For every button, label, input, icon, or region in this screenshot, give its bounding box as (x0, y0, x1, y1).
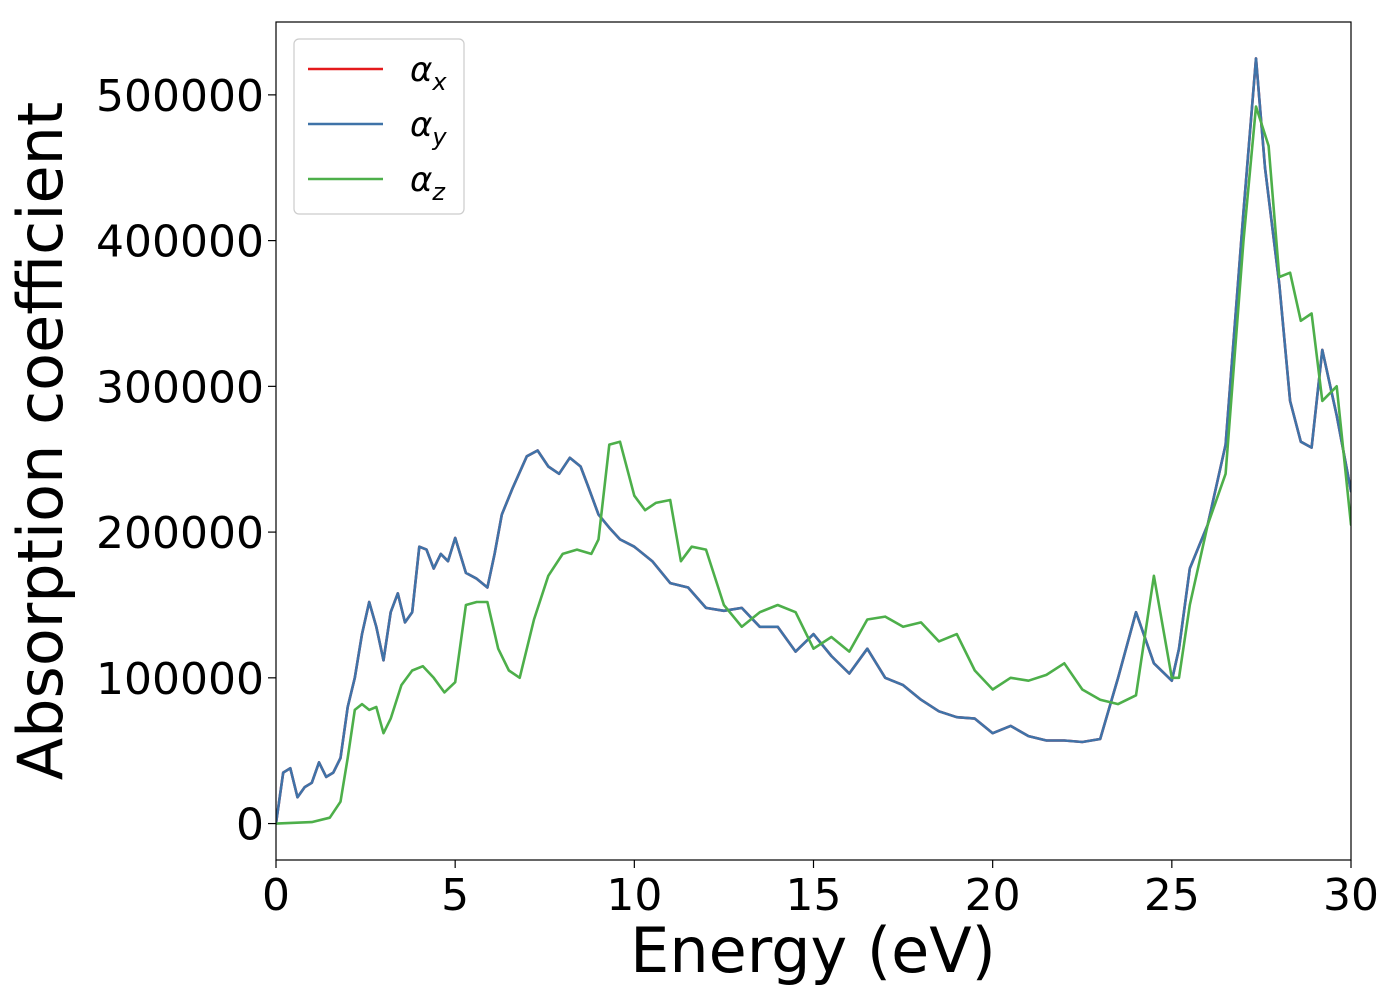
x-tick-label: 25 (1144, 870, 1200, 921)
legend-subscript: x (431, 68, 447, 96)
legend-symbol: α (410, 50, 432, 90)
x-axis-label: Energy (eV) (630, 914, 996, 987)
x-tick-label: 30 (1323, 870, 1379, 921)
legend-subscript: y (431, 123, 447, 151)
legend-label-z: αz (410, 160, 446, 206)
series-layer (276, 57, 1351, 825)
x-tick-label: 20 (965, 870, 1021, 921)
x-axis-ticks: 0 5 10 15 20 25 30 (262, 860, 1379, 921)
x-tick-label: 15 (786, 870, 842, 921)
legend-subscript: z (431, 178, 446, 206)
y-axis-label: Absorption coefficient (4, 102, 77, 781)
legend-label-x: αx (410, 50, 447, 96)
series-line-z (276, 105, 1351, 825)
y-tick-label: 300000 (96, 362, 264, 413)
legend-box (293, 38, 465, 215)
y-tick-label: 500000 (96, 71, 264, 122)
legend-symbol: α (410, 105, 432, 145)
x-tick-label: 5 (441, 870, 469, 921)
y-axis-ticks: 0 100000 200000 300000 400000 500000 (96, 71, 276, 851)
legend-label-y: αy (410, 105, 447, 151)
y-tick-label: 400000 (96, 217, 264, 268)
y-tick-label: 0 (236, 800, 264, 851)
legend-symbol: α (410, 160, 432, 200)
series-line-y (276, 57, 1351, 825)
x-tick-label: 10 (606, 870, 662, 921)
y-tick-label: 200000 (96, 508, 264, 559)
y-tick-label: 100000 (96, 654, 264, 705)
x-tick-label: 0 (262, 870, 290, 921)
